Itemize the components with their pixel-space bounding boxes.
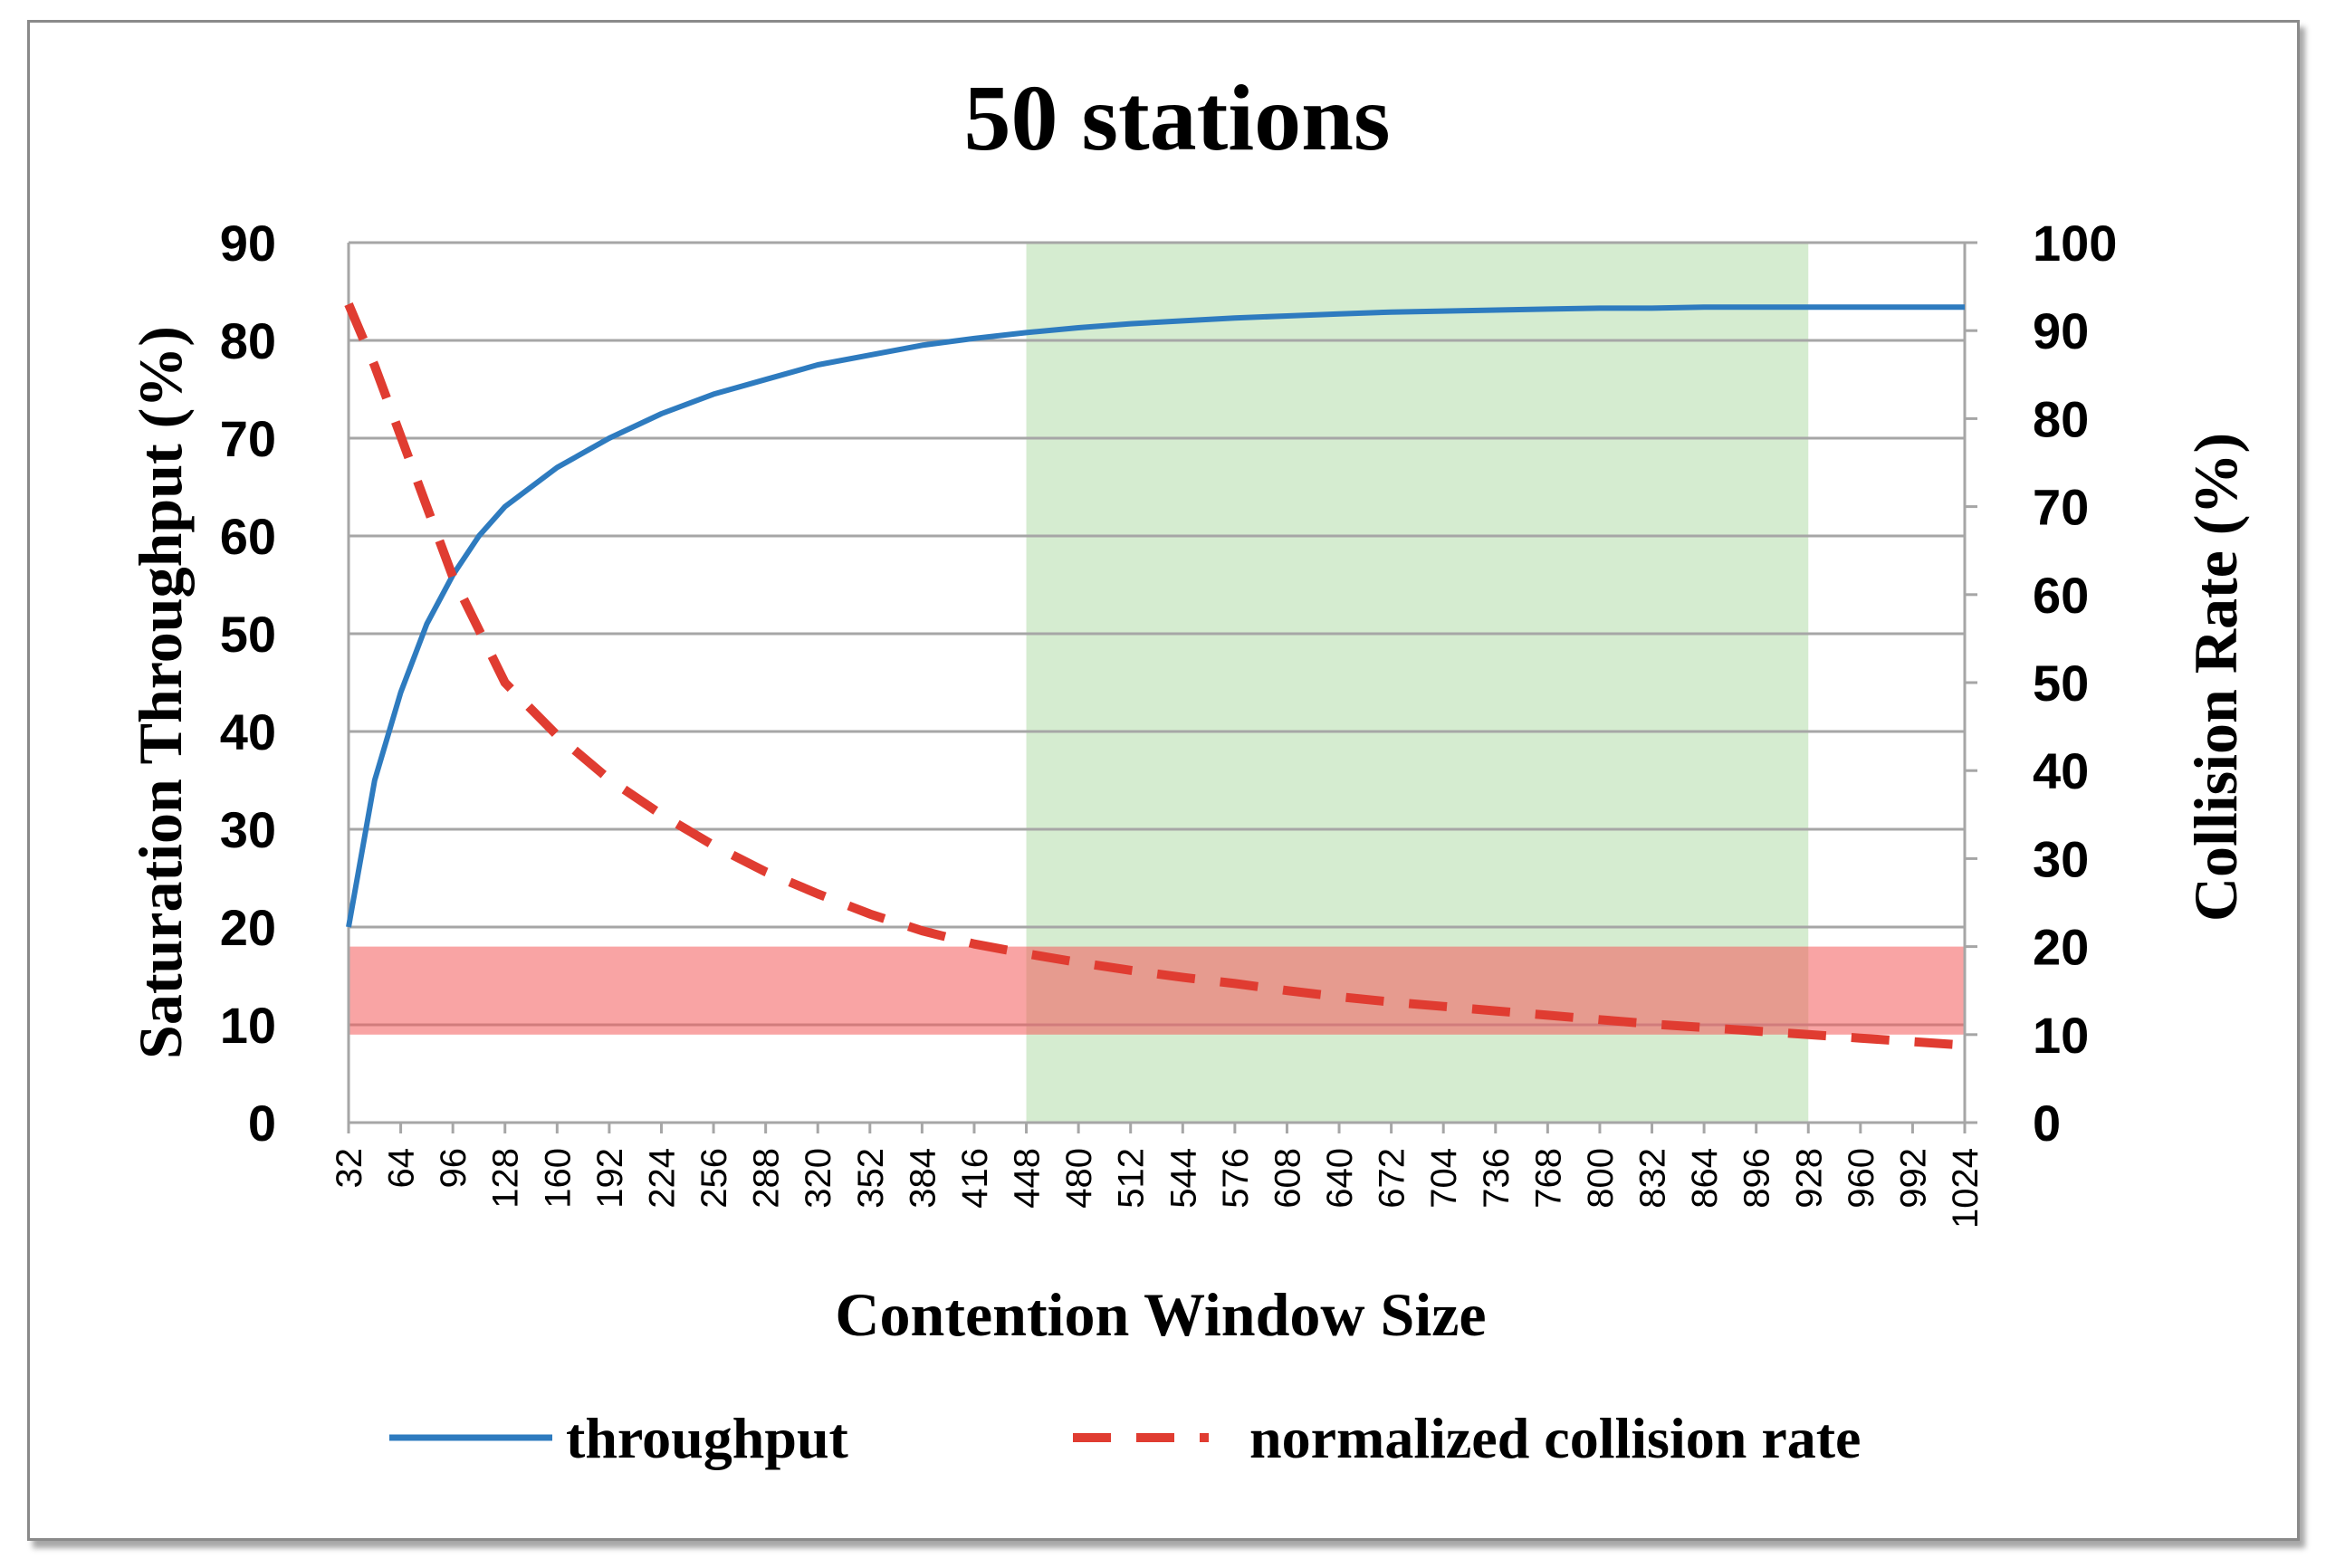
x-tick-label: 32	[330, 1148, 369, 1189]
left-y-tick-label: 70	[220, 410, 276, 467]
x-tick-label: 576	[1216, 1148, 1256, 1209]
x-tick-label: 960	[1842, 1148, 1881, 1209]
legend-label-throughput: throughput	[566, 1406, 849, 1470]
right-y-tick-label: 70	[2033, 479, 2089, 536]
x-tick-label: 736	[1477, 1148, 1517, 1209]
x-tick-label: 384	[903, 1148, 943, 1209]
x-tick-label: 928	[1789, 1148, 1829, 1209]
right-y-tick-label: 90	[2033, 302, 2089, 359]
x-tick-label: 832	[1633, 1148, 1673, 1209]
series-line-throughput	[346, 304, 1965, 928]
right-y-axis-label: Collision Rate (%)	[2181, 433, 2250, 922]
legend-label-collision-rate: normalized collision rate	[1249, 1406, 1861, 1470]
x-tick-label: 480	[1059, 1148, 1099, 1209]
left-y-tick-label: 30	[220, 801, 276, 858]
left-y-tick-label: 60	[220, 508, 276, 565]
x-tick-label: 704	[1424, 1148, 1464, 1209]
x-tick-label: 224	[642, 1148, 682, 1209]
left-y-tick-label: 10	[220, 997, 276, 1054]
x-tick-label: 544	[1163, 1148, 1203, 1209]
x-axis-label: Contention Window Size	[835, 1280, 1486, 1349]
left-y-tick-label: 20	[220, 899, 276, 956]
right-y-tick-label: 50	[2033, 655, 2089, 712]
series-layer	[344, 302, 1966, 1050]
x-tick-label: 160	[538, 1148, 578, 1209]
right-y-tick-label: 100	[2033, 215, 2117, 272]
x-tick-label: 416	[955, 1148, 995, 1209]
left-y-tick-labels: 0 10 20 30 40 50 60 70 80 90	[220, 215, 276, 1152]
x-tick-label: 608	[1268, 1148, 1307, 1209]
x-tick-label: 128	[486, 1148, 526, 1209]
x-tick-label: 256	[694, 1148, 734, 1209]
red-band-rect	[349, 946, 1965, 1035]
x-tick-label: 64	[382, 1148, 422, 1189]
x-tick-label: 896	[1737, 1148, 1777, 1209]
x-tick-label: 352	[851, 1148, 891, 1209]
right-y-tick-label: 80	[2033, 390, 2089, 447]
red-shaded-band	[349, 946, 1965, 1035]
right-y-tick-label: 10	[2033, 1007, 2089, 1064]
right-y-tick-label: 20	[2033, 919, 2089, 976]
x-tick-label: 672	[1373, 1148, 1412, 1209]
right-y-tick-label: 60	[2033, 567, 2089, 624]
legend: throughput normalized collision rate	[389, 1406, 1861, 1470]
right-y-tick-label: 40	[2033, 742, 2089, 799]
x-tick-label: 512	[1112, 1148, 1152, 1209]
x-tick-label: 96	[434, 1148, 474, 1189]
x-tick-label: 320	[799, 1148, 838, 1209]
x-tick-label: 768	[1528, 1148, 1568, 1209]
x-tick-label: 864	[1685, 1148, 1725, 1209]
left-y-tick-label: 0	[248, 1095, 276, 1152]
right-y-tick-label: 0	[2033, 1095, 2061, 1152]
x-tick-label: 992	[1893, 1148, 1933, 1209]
left-y-tick-label: 40	[220, 703, 276, 760]
x-tick-label: 1024	[1946, 1148, 1986, 1229]
x-tick-label: 288	[747, 1148, 787, 1209]
axes	[347, 241, 1977, 1133]
left-y-tick-label: 50	[220, 606, 276, 663]
x-tick-label: 800	[1581, 1148, 1621, 1209]
left-y-tick-label: 80	[220, 312, 276, 369]
x-tick-labels: 32 64 96 128 160 192 224 256 288 320 352 384 416 448 4…	[330, 1148, 1986, 1229]
left-y-tick-label: 90	[220, 215, 276, 272]
gridlines	[349, 241, 1965, 1027]
x-tick-label: 640	[1320, 1148, 1360, 1209]
chart-title: 50 stations	[964, 66, 1391, 170]
left-y-axis-label: Saturation Throughput (%)	[126, 326, 195, 1059]
x-tick-label: 448	[1008, 1148, 1048, 1209]
right-y-tick-label: 30	[2033, 830, 2089, 887]
right-y-tick-labels: 0 10 20 30 40 50 60 70 80 90 100	[2033, 215, 2117, 1152]
series-line-collision-rate	[344, 302, 1966, 1050]
x-tick-label: 192	[590, 1148, 630, 1209]
